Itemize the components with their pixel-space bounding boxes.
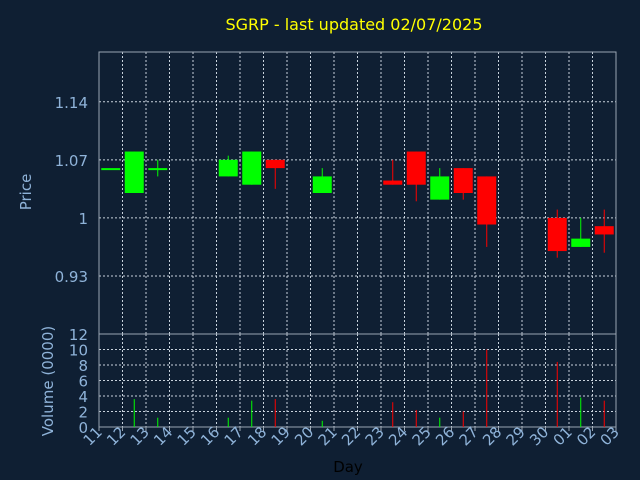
candle-body xyxy=(477,176,497,225)
candle-body xyxy=(218,159,238,177)
volume-tick-label: 12 xyxy=(69,326,88,344)
candle-body xyxy=(594,226,614,235)
volume-axis-label: Volume (0000) xyxy=(39,326,57,436)
candle-body xyxy=(430,176,450,200)
candle-body xyxy=(265,159,285,169)
candle-body xyxy=(242,151,262,185)
price-tick-label: 1.14 xyxy=(55,94,88,112)
candle-body xyxy=(148,168,168,171)
x-axis-label: Day xyxy=(333,458,363,476)
volume-tick-label: 0 xyxy=(78,419,88,437)
price-tick-label: 1 xyxy=(78,210,88,228)
volume-tick-label: 4 xyxy=(78,388,88,406)
candle-body xyxy=(312,176,332,193)
volume-tick-label: 8 xyxy=(78,357,88,375)
price-panel: 0.93 1 1.07 1.14 xyxy=(55,51,617,335)
candle-body xyxy=(547,217,567,252)
candle-body xyxy=(571,238,591,247)
price-tick-label: 0.93 xyxy=(55,268,88,286)
candle-body xyxy=(124,151,144,193)
candle-body xyxy=(406,151,426,185)
volume-tick-label: 6 xyxy=(78,373,88,391)
price-axis-label: Price xyxy=(17,174,35,211)
candle-body xyxy=(101,168,121,171)
candle-body xyxy=(383,180,403,185)
volume-tick-label: 10 xyxy=(69,342,88,360)
candle-body xyxy=(453,168,473,193)
volume-tick-label: 2 xyxy=(78,404,88,422)
chart-title: SGRP - last updated 02/07/2025 xyxy=(225,15,482,34)
price-tick-label: 1.07 xyxy=(55,152,88,170)
x-axis: 1112131415161718192021222324252627282930… xyxy=(80,423,623,449)
